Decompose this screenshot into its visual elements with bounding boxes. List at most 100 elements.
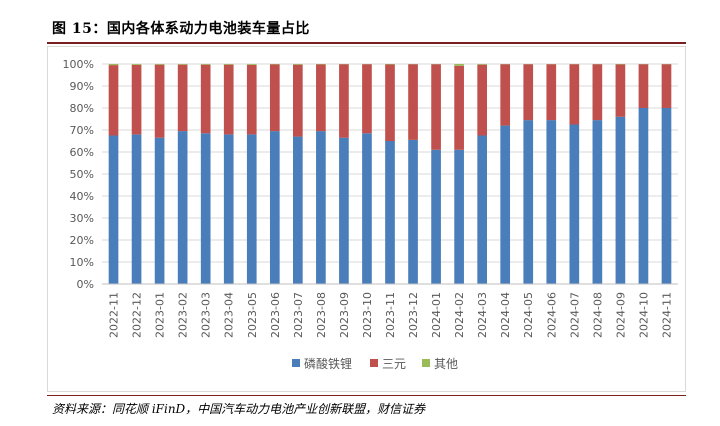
bar-segment-other (131, 64, 142, 65)
bar-segment-ternary (200, 64, 211, 134)
x-tick-label: 2024-04 (499, 292, 512, 338)
bar-segment-other (477, 64, 487, 65)
bar-segment-ternary (431, 64, 441, 150)
y-tick-label: 60% (70, 146, 94, 159)
x-tick-label: 2024-02 (453, 292, 466, 338)
legend: 磷酸铁锂 三元 其他 (292, 356, 458, 371)
y-tick-label: 30% (70, 212, 94, 225)
bar-segment-lfp (339, 137, 349, 284)
y-tick-label: 40% (70, 190, 94, 203)
x-tick-label: 2024-10 (637, 292, 650, 338)
source-note: 资料来源：同花顺 iFinD，中国汽车动力电池产业创新联盟，财信证券 (52, 402, 426, 416)
x-tick-label: 2023-05 (246, 292, 259, 338)
legend-swatch (422, 359, 430, 367)
bar-segment-ternary (108, 65, 119, 136)
bar-segment-ternary (592, 64, 603, 121)
bar-segment-ternary (339, 64, 349, 138)
y-tick-label: 100% (63, 58, 94, 71)
x-tick-label: 2024-06 (545, 292, 558, 338)
bar-segment-lfp (362, 133, 372, 284)
bar-segment-lfp (177, 131, 188, 284)
bar-segment-lfp (131, 134, 142, 284)
x-tick-label: 2023-03 (200, 292, 213, 338)
y-tick-label: 90% (70, 80, 94, 93)
x-tick-label: 2023-06 (269, 292, 282, 338)
y-tick-label: 50% (70, 168, 94, 181)
x-tick-label: 2024-11 (660, 292, 673, 338)
bar-segment-lfp (523, 120, 534, 284)
bar-segment-other (108, 64, 119, 66)
x-tick-label: 2023-07 (292, 292, 305, 338)
bar-segment-ternary (477, 64, 487, 136)
source-rule (47, 395, 686, 396)
x-tick-label: 2024-07 (568, 292, 581, 338)
bar-segment-lfp (385, 141, 395, 284)
bar-segment-lfp (431, 149, 441, 284)
bar-segment-ternary (269, 64, 280, 132)
bar-segment-lfp (154, 137, 165, 284)
bars (108, 64, 672, 284)
x-axis-ticks: 2022-11 2022-12 2023-01 2023-02 2023-03 2023-… (102, 283, 678, 338)
bar-segment-other (223, 64, 234, 65)
y-axis-ticks: 0% 10% 20% 30% 40% 50% 60% 70% 80% 90% 100% (63, 58, 94, 291)
bar-segment-ternary (316, 64, 326, 132)
x-tick-label: 2024-09 (614, 292, 627, 338)
bar-segment-other (177, 64, 188, 65)
bar-segment-other (200, 64, 211, 65)
bar-segment-other (293, 64, 303, 65)
x-tick-label: 2023-12 (407, 292, 420, 338)
bar-segment-lfp (293, 136, 303, 284)
x-tick-label: 2024-03 (476, 292, 489, 338)
bar-segment-ternary (131, 64, 142, 135)
bar-segment-lfp (569, 124, 580, 284)
bar-segment-ternary (546, 64, 557, 121)
bar-segment-ternary (454, 65, 464, 150)
bar-segment-ternary (223, 64, 234, 135)
bar-segment-ternary (500, 64, 511, 126)
title-rule (47, 42, 686, 44)
bar-segment-ternary (154, 64, 165, 138)
bar-segment-lfp (246, 134, 257, 284)
y-tick-label: 80% (70, 102, 94, 115)
x-tick-label: 2023-04 (223, 292, 236, 338)
bar-segment-ternary (638, 64, 649, 108)
x-tick-label: 2023-11 (384, 292, 397, 338)
legend-swatch (370, 359, 378, 367)
x-tick-label: 2024-05 (522, 292, 535, 338)
bar-segment-lfp (269, 131, 280, 284)
bar-segment-lfp (546, 120, 557, 284)
bar-segment-lfp (500, 125, 511, 284)
bar-segment-lfp (223, 134, 234, 284)
bar-segment-ternary (408, 64, 418, 140)
x-tick-label: 2023-10 (361, 292, 374, 338)
bar-segment-lfp (615, 116, 626, 284)
bar-segment-other (246, 64, 257, 65)
x-tick-label: 2022-12 (131, 292, 144, 338)
bar-segment-lfp (638, 108, 649, 284)
bar-segment-lfp (408, 139, 418, 284)
bar-segment-ternary (523, 64, 534, 121)
bar-segment-ternary (385, 64, 395, 141)
x-tick-label: 2023-01 (154, 292, 167, 338)
x-tick-label: 2023-02 (177, 292, 190, 338)
x-tick-label: 2023-08 (315, 292, 328, 338)
y-tick-label: 70% (70, 124, 94, 137)
figure-title: 图 15：国内各体系动力电池装车量占比 (52, 21, 310, 37)
bar-segment-ternary (293, 64, 303, 137)
x-tick-label: 2022-11 (108, 292, 121, 338)
legend-label: 其他 (434, 357, 458, 371)
bar-segment-other (154, 64, 165, 65)
bar-segment-other (454, 64, 464, 66)
bar-segment-lfp (454, 149, 464, 284)
legend-label: 三元 (382, 357, 406, 371)
bar-segment-lfp (108, 135, 119, 284)
x-tick-label: 2023-09 (338, 292, 351, 338)
stacked-bar-chart: 0% 10% 20% 30% 40% 50% 60% 70% 80% 90% 100% 2022-1… (47, 46, 686, 392)
bar-segment-ternary (615, 64, 626, 117)
bar-segment-lfp (200, 133, 211, 284)
bar-segment-lfp (661, 108, 672, 284)
x-tick-label: 2024-08 (591, 292, 604, 338)
bar-segment-lfp (316, 131, 326, 284)
bar-segment-ternary (661, 64, 672, 108)
y-tick-label: 0% (77, 278, 94, 291)
